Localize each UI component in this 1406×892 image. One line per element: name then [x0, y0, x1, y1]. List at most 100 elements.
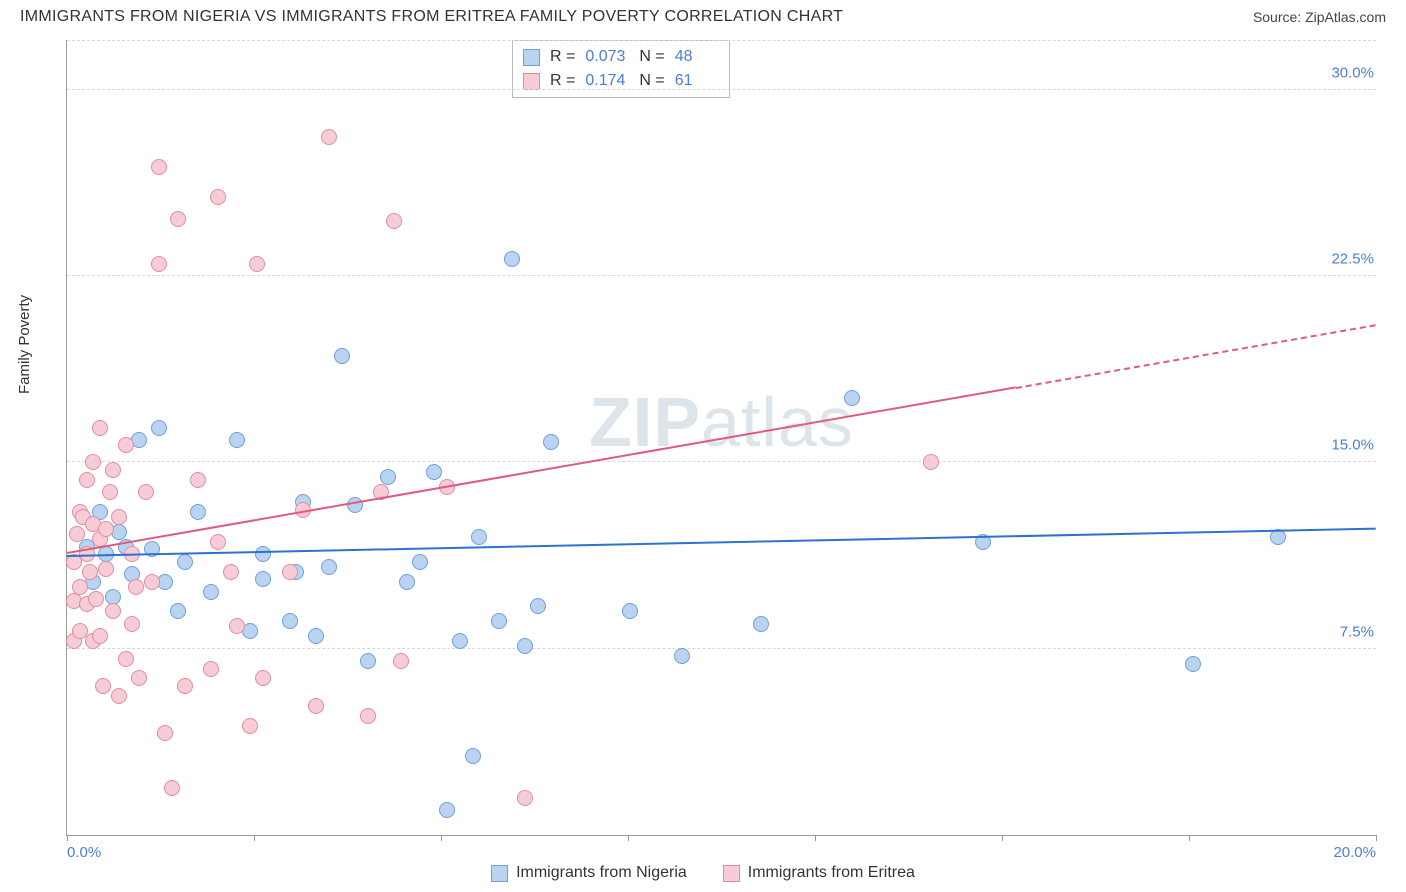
data-point	[753, 616, 769, 632]
data-point	[517, 638, 533, 654]
data-point	[111, 688, 127, 704]
data-point	[465, 748, 481, 764]
data-point	[622, 603, 638, 619]
data-point	[491, 613, 507, 629]
stat-n-value: 48	[675, 45, 719, 69]
stat-r-value: 0.073	[585, 45, 629, 69]
data-point	[102, 484, 118, 500]
stat-r-label: R =	[550, 45, 575, 69]
y-tick-label: 7.5%	[1336, 623, 1378, 640]
data-point	[157, 725, 173, 741]
x-tick-label: 20.0%	[1333, 844, 1376, 861]
data-point	[151, 256, 167, 272]
data-point	[321, 559, 337, 575]
trend-line	[67, 527, 1376, 556]
trend-line	[67, 387, 1016, 555]
gridline	[67, 648, 1376, 649]
data-point	[360, 708, 376, 724]
data-point	[118, 651, 134, 667]
data-point	[92, 628, 108, 644]
legend-swatch	[491, 865, 508, 882]
x-tick	[1376, 835, 1377, 841]
gridline	[67, 40, 1376, 41]
data-point	[85, 454, 101, 470]
chart-title: IMMIGRANTS FROM NIGERIA VS IMMIGRANTS FR…	[20, 8, 843, 26]
data-point	[210, 189, 226, 205]
data-point	[412, 554, 428, 570]
data-point	[105, 589, 121, 605]
data-point	[98, 561, 114, 577]
legend-swatch	[523, 73, 540, 90]
data-point	[517, 790, 533, 806]
legend: Immigrants from Nigeria Immigrants from E…	[20, 864, 1386, 882]
gridline	[67, 275, 1376, 276]
data-point	[144, 574, 160, 590]
gridline	[67, 461, 1376, 462]
data-point	[674, 648, 690, 664]
data-point	[844, 390, 860, 406]
y-tick-label: 30.0%	[1327, 64, 1378, 81]
data-point	[111, 509, 127, 525]
data-point	[504, 251, 520, 267]
stat-n-label: N =	[639, 45, 664, 69]
legend-item: Immigrants from Eritrea	[723, 864, 915, 882]
legend-swatch	[723, 865, 740, 882]
data-point	[98, 521, 114, 537]
data-point	[229, 618, 245, 634]
data-point	[249, 256, 265, 272]
legend-label: Immigrants from Nigeria	[516, 864, 687, 882]
data-point	[72, 579, 88, 595]
data-point	[138, 484, 154, 500]
data-point	[923, 454, 939, 470]
x-tick-label: 0.0%	[67, 844, 101, 861]
data-point	[1185, 656, 1201, 672]
data-point	[95, 678, 111, 694]
data-point	[386, 213, 402, 229]
data-point	[223, 564, 239, 580]
data-point	[170, 211, 186, 227]
data-point	[124, 616, 140, 632]
data-point	[308, 698, 324, 714]
data-point	[105, 462, 121, 478]
x-tick	[441, 835, 442, 841]
data-point	[128, 579, 144, 595]
data-point	[177, 554, 193, 570]
data-point	[426, 464, 442, 480]
data-point	[399, 574, 415, 590]
data-point	[308, 628, 324, 644]
data-point	[203, 584, 219, 600]
x-tick	[67, 835, 68, 841]
data-point	[69, 526, 85, 542]
chart-area: Family Poverty ZIPatlas R =0.073N =48R =…	[20, 36, 1386, 852]
y-tick-label: 22.5%	[1327, 251, 1378, 268]
legend-item: Immigrants from Nigeria	[491, 864, 687, 882]
data-point	[530, 598, 546, 614]
y-axis-label: Family Poverty	[16, 295, 33, 394]
data-point	[82, 564, 98, 580]
data-point	[255, 670, 271, 686]
data-point	[543, 434, 559, 450]
data-point	[439, 802, 455, 818]
data-point	[164, 780, 180, 796]
data-point	[321, 129, 337, 145]
stats-row: R = 0.073 N = 48	[523, 45, 719, 69]
data-point	[282, 564, 298, 580]
data-point	[151, 159, 167, 175]
data-point	[393, 653, 409, 669]
source-label: Source: ZipAtlas.com	[1253, 9, 1386, 25]
plot-region: ZIPatlas R =0.073N =48R =0.174N =61 7.5%…	[66, 40, 1376, 836]
data-point	[471, 529, 487, 545]
data-point	[131, 670, 147, 686]
legend-label: Immigrants from Eritrea	[748, 864, 915, 882]
y-tick-label: 15.0%	[1327, 437, 1378, 454]
data-point	[380, 469, 396, 485]
data-point	[190, 504, 206, 520]
data-point	[92, 420, 108, 436]
legend-swatch	[523, 49, 540, 66]
data-point	[255, 571, 271, 587]
data-point	[360, 653, 376, 669]
x-tick	[815, 835, 816, 841]
data-point	[118, 437, 134, 453]
data-point	[452, 633, 468, 649]
x-tick	[1002, 835, 1003, 841]
